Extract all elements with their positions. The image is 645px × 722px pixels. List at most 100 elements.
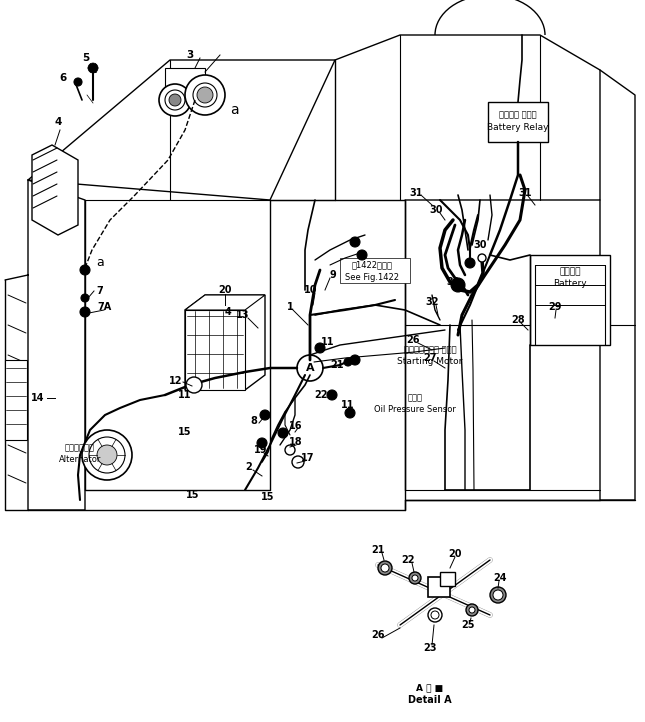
Text: 4: 4	[54, 117, 62, 127]
Text: 13: 13	[236, 310, 250, 320]
Text: 7A: 7A	[98, 302, 112, 312]
Circle shape	[260, 410, 270, 420]
Text: 32: 32	[425, 297, 439, 307]
Circle shape	[278, 428, 288, 438]
Text: 26: 26	[372, 630, 385, 640]
Circle shape	[428, 608, 442, 622]
Text: バッテリ リレー: バッテリ リレー	[499, 110, 537, 120]
Text: 26: 26	[406, 335, 420, 345]
Text: A: A	[306, 363, 314, 373]
Bar	[440, 572, 455, 586]
Text: 16: 16	[289, 421, 303, 431]
Text: 21: 21	[372, 545, 385, 555]
Circle shape	[257, 438, 267, 448]
Circle shape	[345, 408, 355, 418]
Text: 11: 11	[321, 337, 335, 347]
Text: 30: 30	[430, 205, 442, 215]
Circle shape	[490, 587, 506, 603]
Text: 29: 29	[548, 302, 562, 312]
Text: 30: 30	[473, 240, 487, 250]
Circle shape	[451, 278, 465, 292]
Text: 27: 27	[423, 353, 437, 363]
Text: a: a	[96, 256, 104, 269]
Circle shape	[89, 437, 125, 473]
Text: 14: 14	[31, 393, 45, 403]
Text: 22: 22	[401, 555, 415, 565]
Polygon shape	[185, 295, 265, 390]
Circle shape	[186, 377, 202, 393]
Circle shape	[409, 572, 421, 584]
Text: 10: 10	[304, 285, 318, 295]
Text: See Fig.1422: See Fig.1422	[345, 272, 399, 282]
Text: 31: 31	[518, 188, 531, 198]
Circle shape	[431, 611, 439, 619]
Text: 12: 12	[169, 376, 183, 386]
Text: 15: 15	[186, 490, 200, 500]
Text: 18: 18	[289, 437, 303, 447]
Text: Alternator: Alternator	[59, 456, 101, 464]
Circle shape	[465, 258, 475, 268]
Circle shape	[185, 75, 225, 115]
Circle shape	[80, 265, 90, 275]
Circle shape	[469, 607, 475, 613]
Circle shape	[159, 84, 191, 116]
Circle shape	[292, 456, 304, 468]
Text: Detail A: Detail A	[408, 695, 452, 705]
Text: Battery: Battery	[553, 279, 587, 289]
Text: 15: 15	[178, 427, 192, 437]
Text: 30: 30	[446, 277, 460, 287]
Text: バッテリ: バッテリ	[559, 267, 580, 277]
Text: 3: 3	[186, 50, 193, 60]
Circle shape	[285, 445, 295, 455]
Text: スターティング モータ: スターティング モータ	[404, 346, 456, 355]
Text: 油圧計: 油圧計	[408, 393, 422, 402]
Text: a: a	[230, 103, 238, 117]
Text: 24: 24	[493, 573, 507, 583]
Text: 4: 4	[224, 307, 232, 317]
Text: 19: 19	[254, 445, 268, 455]
Text: A 詳 ■: A 詳 ■	[417, 684, 444, 692]
Circle shape	[197, 87, 213, 103]
Circle shape	[169, 94, 181, 106]
Text: 11: 11	[341, 400, 355, 410]
Circle shape	[466, 604, 478, 616]
Text: 11: 11	[178, 390, 192, 400]
Text: 20: 20	[218, 285, 232, 295]
Bar	[165, 68, 205, 100]
Circle shape	[97, 445, 117, 465]
Text: 25: 25	[461, 620, 475, 630]
Text: 17: 17	[301, 453, 315, 463]
Circle shape	[378, 561, 392, 575]
Text: 図1422図参照: 図1422図参照	[352, 261, 393, 269]
Circle shape	[193, 83, 217, 107]
Circle shape	[88, 63, 98, 73]
Polygon shape	[185, 310, 245, 390]
Circle shape	[74, 78, 82, 86]
Text: 9: 9	[330, 270, 337, 280]
Circle shape	[412, 575, 418, 581]
Circle shape	[81, 294, 89, 302]
Text: 31: 31	[409, 188, 422, 198]
Circle shape	[82, 430, 132, 480]
Text: 7: 7	[97, 286, 103, 296]
Circle shape	[478, 254, 486, 262]
Text: オルタネータ: オルタネータ	[65, 443, 95, 453]
Text: 15: 15	[261, 492, 275, 502]
Circle shape	[493, 590, 503, 600]
Circle shape	[165, 90, 185, 110]
Circle shape	[315, 343, 325, 353]
Bar	[488, 102, 548, 142]
Text: 8: 8	[250, 416, 257, 426]
Circle shape	[357, 250, 367, 260]
Circle shape	[80, 307, 90, 317]
Circle shape	[350, 355, 360, 365]
Text: 23: 23	[423, 643, 437, 653]
Bar	[5, 360, 27, 440]
Circle shape	[327, 390, 337, 400]
Text: 21: 21	[330, 360, 344, 370]
Text: 1: 1	[286, 302, 293, 312]
Text: 28: 28	[511, 315, 525, 325]
Bar	[340, 258, 410, 283]
Text: Starting Motor: Starting Motor	[397, 357, 462, 367]
Text: 2: 2	[246, 462, 252, 472]
